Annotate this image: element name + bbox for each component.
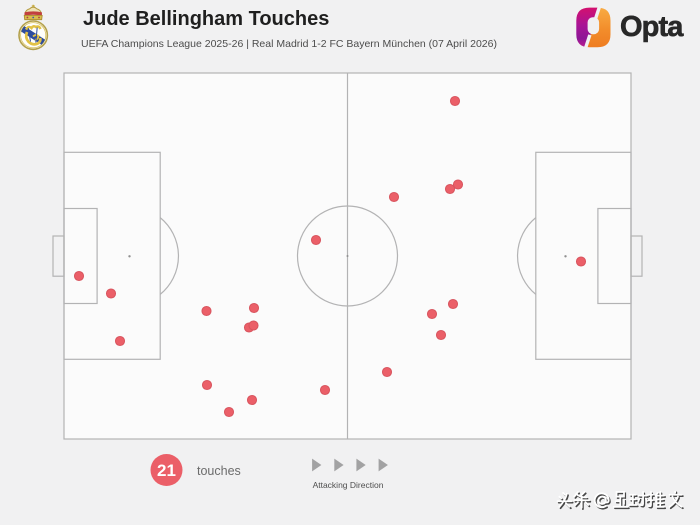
- svg-text:21: 21: [157, 461, 176, 480]
